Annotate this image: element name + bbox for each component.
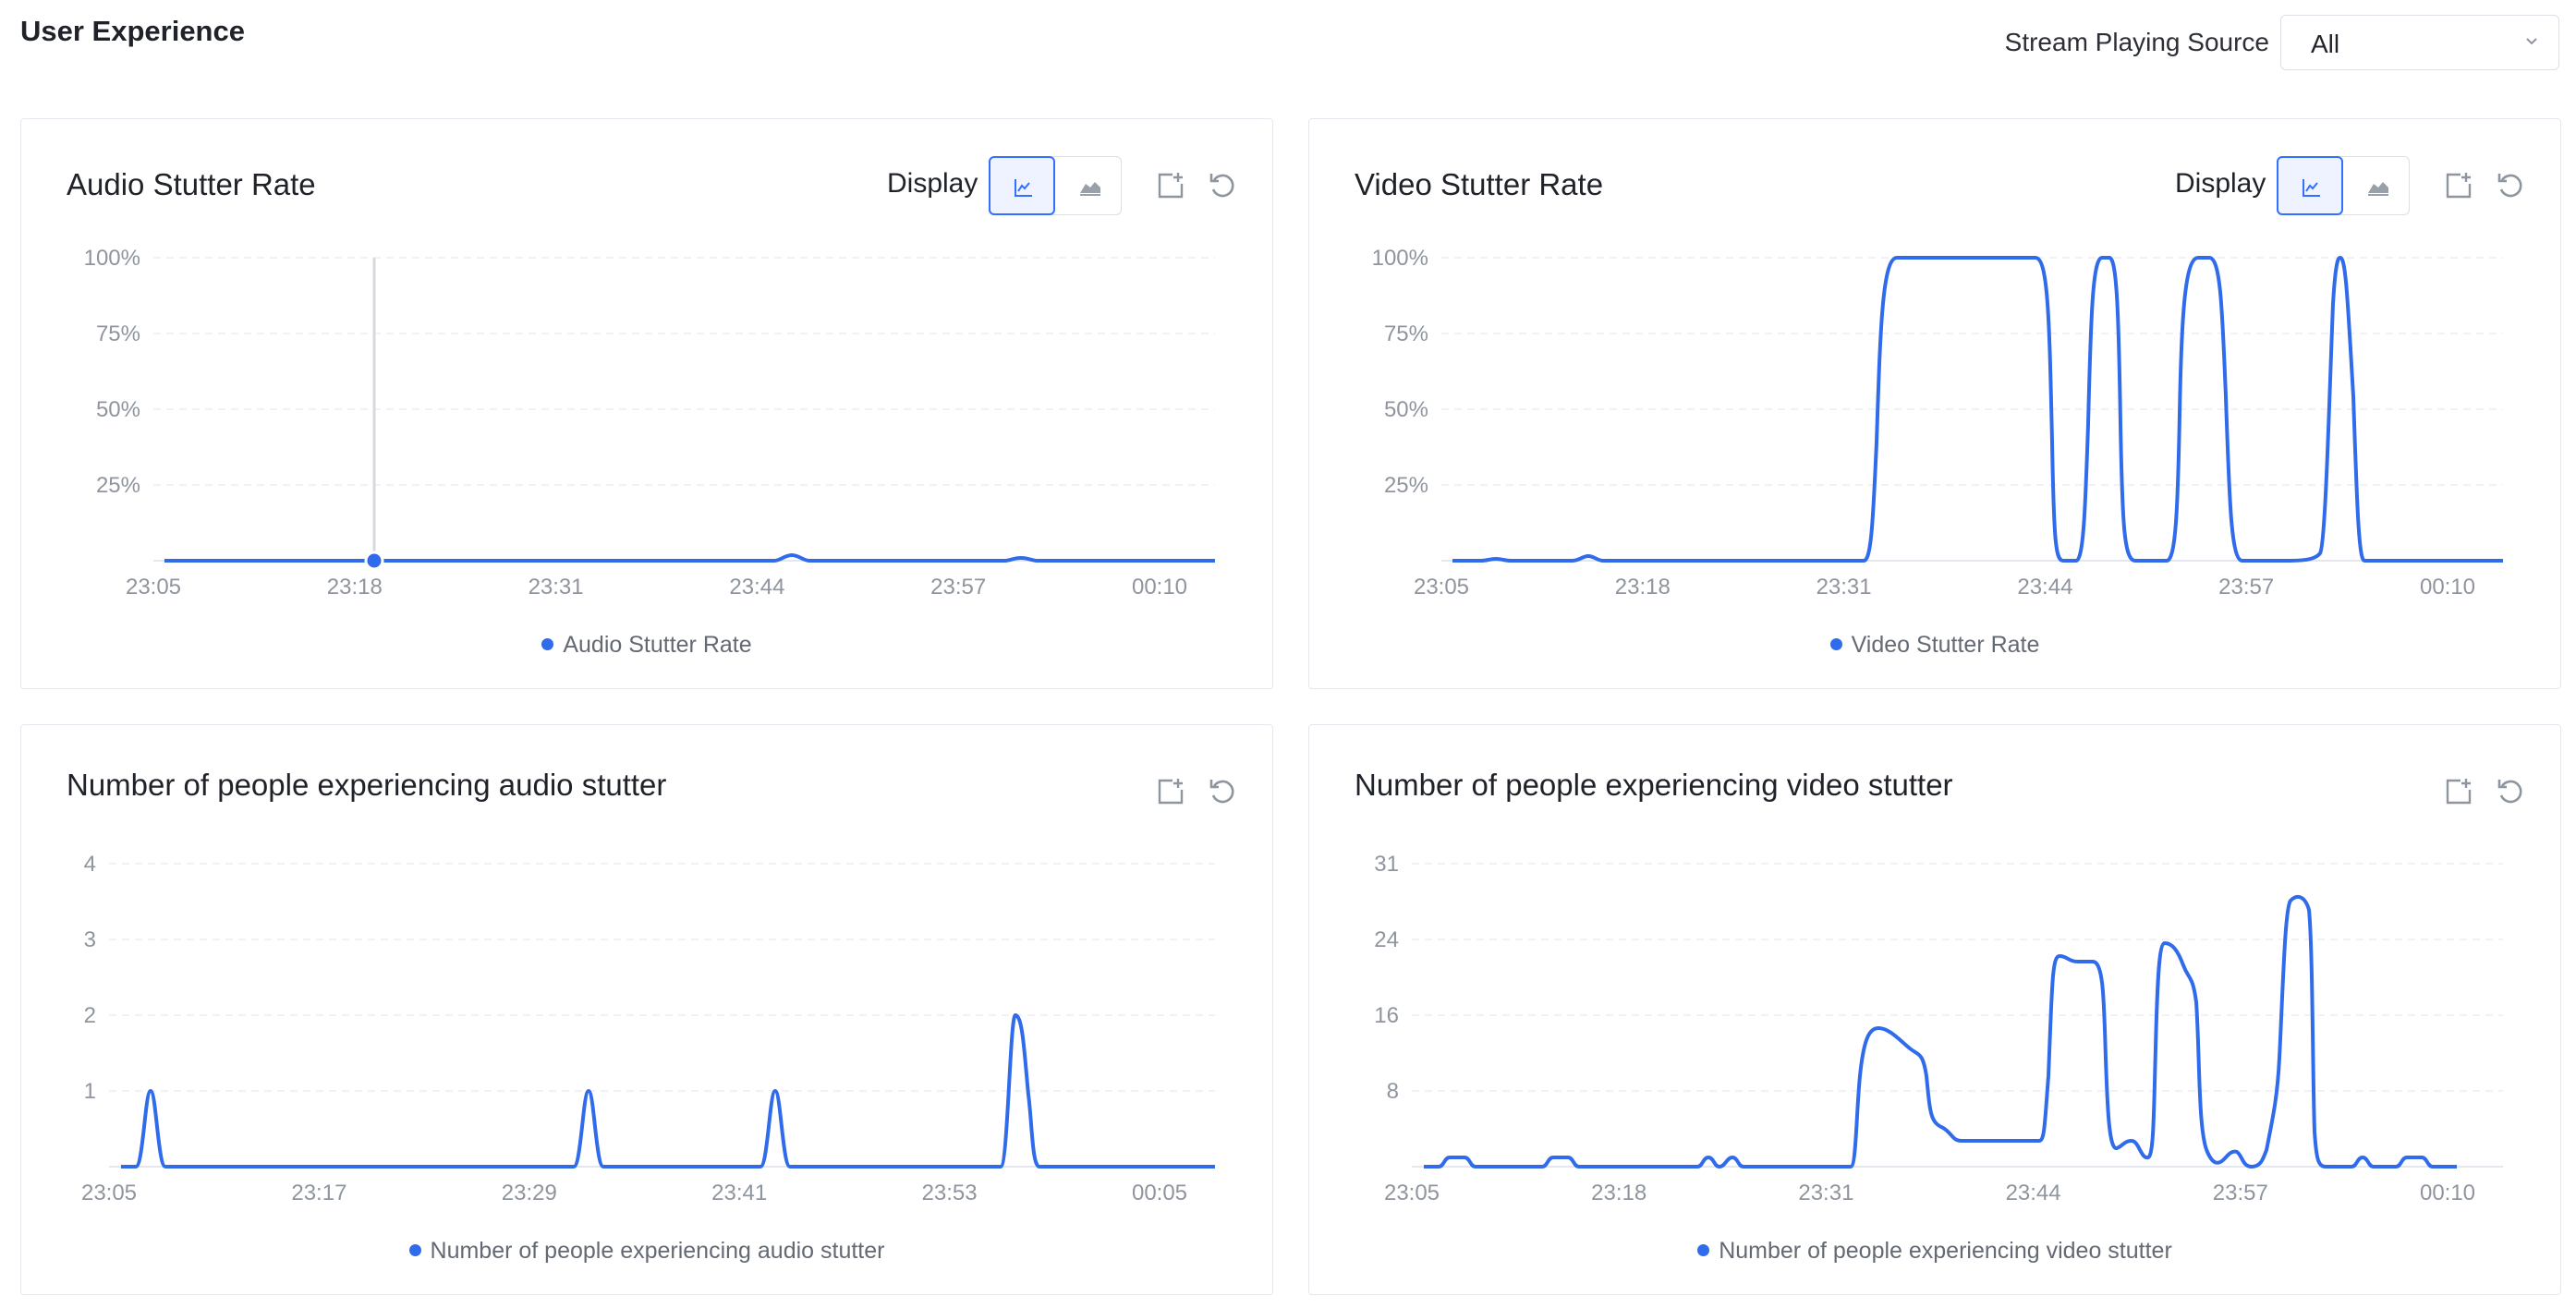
x-tick-label: 23:44 xyxy=(2006,1181,2061,1205)
series-line xyxy=(1424,894,2457,1169)
x-tick-label: 23:44 xyxy=(2017,575,2072,600)
x-tick-label: 23:18 xyxy=(1615,575,1671,600)
area-mode-button[interactable] xyxy=(1056,156,1123,215)
legend-dot xyxy=(408,1244,421,1256)
chart-legend: Audio Stutter Rate xyxy=(21,632,1272,659)
x-tick-label: 00:10 xyxy=(2420,575,2475,600)
x-tick-label: 23:31 xyxy=(529,575,584,600)
y-tick-label: 75% xyxy=(1384,321,1428,346)
legend-label: Video Stutter Rate xyxy=(1851,632,2040,658)
legend-label: Audio Stutter Rate xyxy=(563,632,752,658)
x-tick-label: 23:29 xyxy=(502,1181,557,1205)
y-tick-label: 24 xyxy=(1374,927,1399,952)
audio-stutter-rate-card: Audio Stutter Rate Display 25% 50% 75% 100%… xyxy=(20,118,1273,689)
series-line xyxy=(164,552,1215,563)
add-to-dashboard-icon[interactable] xyxy=(1154,775,1187,808)
reset-icon[interactable] xyxy=(2494,169,2527,202)
display-label: Display xyxy=(2175,168,2266,199)
y-tick-label: 2 xyxy=(84,1003,96,1028)
y-tick-label: 25% xyxy=(1384,473,1428,498)
legend-label: Number of people experiencing audio stut… xyxy=(430,1238,885,1264)
x-tick-label: 23:17 xyxy=(291,1181,346,1205)
x-tick-label: 23:44 xyxy=(729,575,784,600)
series-line xyxy=(1452,255,2503,563)
add-to-dashboard-icon[interactable] xyxy=(2442,775,2475,808)
x-tick-label: 23:18 xyxy=(1591,1181,1646,1205)
video-stutter-people-card: Number of people experiencing video stut… xyxy=(1308,724,2561,1295)
card-title: Number of people experiencing video stut… xyxy=(1355,768,1953,802)
y-tick-label: 8 xyxy=(1387,1079,1399,1104)
x-tick-label: 23:05 xyxy=(126,575,181,600)
video-stutter-rate-card: Video Stutter Rate Display 25% 50% 75% 100%… xyxy=(1308,118,2561,689)
y-tick-label: 100% xyxy=(1372,246,1428,271)
x-tick-label: 23:05 xyxy=(1384,1181,1440,1205)
reset-icon[interactable] xyxy=(2494,775,2527,808)
display-label: Display xyxy=(887,168,978,199)
stream-source-value: All xyxy=(2311,30,2340,58)
x-tick-label: 23:57 xyxy=(2218,575,2274,600)
x-tick-label: 00:05 xyxy=(1132,1181,1187,1205)
add-to-dashboard-icon[interactable] xyxy=(2442,169,2475,202)
video-stutter-people-chart: 8 16 24 31 23:05 23:18 23:31 23:44 23:57 00:10 xyxy=(1374,852,2503,1205)
display-toggle xyxy=(988,155,1123,215)
display-toggle xyxy=(2276,155,2411,215)
y-tick-label: 75% xyxy=(96,321,140,346)
card-title: Audio Stutter Rate xyxy=(67,167,316,201)
legend-dot xyxy=(1697,1244,1710,1256)
hover-point xyxy=(364,551,384,571)
y-tick-label: 100% xyxy=(84,246,140,271)
x-tick-label: 23:57 xyxy=(2213,1181,2268,1205)
x-tick-label: 23:31 xyxy=(1817,575,1872,600)
x-tick-label: 00:10 xyxy=(1132,575,1187,600)
x-tick-label: 00:10 xyxy=(2420,1181,2475,1205)
x-tick-label: 23:05 xyxy=(81,1181,137,1205)
x-tick-label: 23:18 xyxy=(327,575,383,600)
legend-label: Number of people experiencing video stut… xyxy=(1719,1238,2172,1264)
page-title: User Experience xyxy=(20,15,245,47)
stream-source-label: Stream Playing Source xyxy=(2004,28,2269,56)
card-title: Number of people experiencing audio stut… xyxy=(67,768,667,802)
y-tick-label: 3 xyxy=(84,927,96,952)
y-tick-label: 50% xyxy=(1384,397,1428,422)
chevron-down-icon xyxy=(2523,32,2540,54)
y-tick-label: 1 xyxy=(84,1079,96,1104)
area-mode-button[interactable] xyxy=(2344,156,2411,215)
y-tick-label: 31 xyxy=(1374,852,1399,877)
chart-legend: Video Stutter Rate xyxy=(1309,632,2560,659)
card-title: Video Stutter Rate xyxy=(1355,167,1604,201)
series-line xyxy=(121,1012,1215,1169)
audio-stutter-people-chart: 1 2 3 4 23:05 23:17 23:29 23:41 23:53 00:05 xyxy=(81,852,1215,1205)
chart-legend: Number of people experiencing audio stut… xyxy=(21,1238,1272,1265)
audio-stutter-rate-chart: 25% 50% 75% 100% 23:05 23:18 23:31 23:44 23:57 00… xyxy=(84,246,1215,600)
reset-icon[interactable] xyxy=(1206,169,1239,202)
reset-icon[interactable] xyxy=(1206,775,1239,808)
audio-stutter-people-card: Number of people experiencing audio stut… xyxy=(20,724,1273,1295)
y-tick-label: 16 xyxy=(1374,1003,1399,1028)
x-tick-label: 23:53 xyxy=(922,1181,978,1205)
legend-dot xyxy=(1829,638,1842,650)
add-to-dashboard-icon[interactable] xyxy=(1154,169,1187,202)
y-tick-label: 25% xyxy=(96,473,140,498)
chart-legend: Number of people experiencing video stut… xyxy=(1309,1238,2560,1265)
stream-source-select[interactable]: All xyxy=(2280,15,2559,70)
video-stutter-rate-chart: 25% 50% 75% 100% 23:05 23:18 23:31 23:44 23:57 00… xyxy=(1372,246,2503,600)
y-tick-label: 4 xyxy=(84,852,96,877)
legend-dot xyxy=(541,638,554,650)
y-tick-label: 50% xyxy=(96,397,140,422)
x-tick-label: 23:41 xyxy=(711,1181,767,1205)
x-tick-label: 23:05 xyxy=(1414,575,1469,600)
x-tick-label: 23:31 xyxy=(1798,1181,1853,1205)
line-mode-button[interactable] xyxy=(2276,155,2343,215)
x-tick-label: 23:57 xyxy=(930,575,986,600)
line-mode-button[interactable] xyxy=(988,155,1055,215)
